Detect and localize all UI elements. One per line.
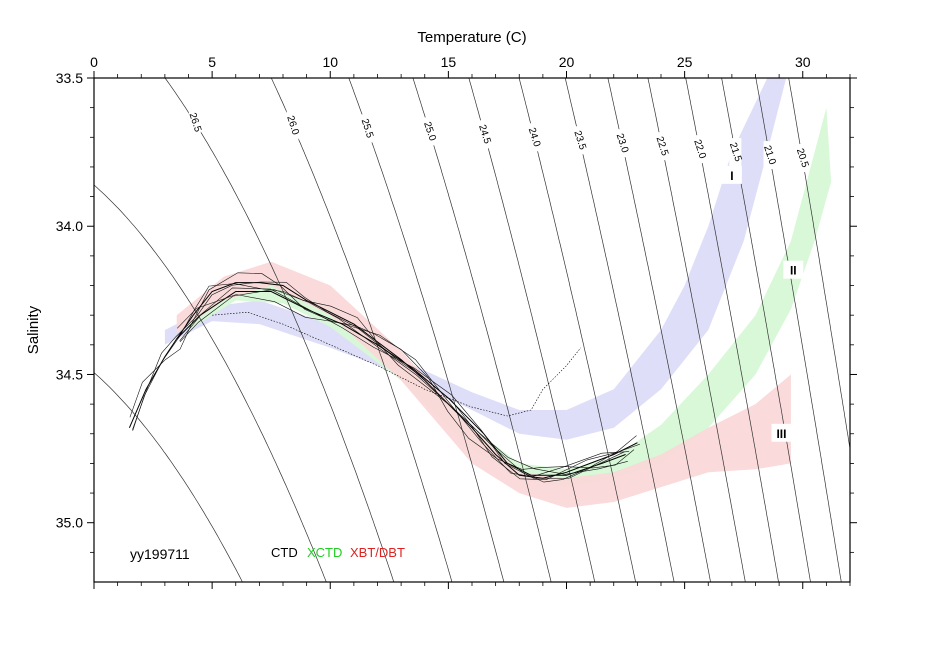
region-label-II: II (790, 264, 797, 278)
cruise-id: yy199711 (130, 546, 190, 562)
contour-25.5 (348, 78, 505, 582)
series-ctd-trace-0-2 (132, 283, 637, 483)
contour-labels: 26.5 26.0 25.5 25.0 24.5 24.0 23.5 23.0 22.5 22.0… (187, 108, 811, 173)
legend-ctd: CTD (271, 545, 298, 560)
envelope-I (164, 78, 787, 440)
x-tick-label-20: 20 (559, 54, 575, 70)
series-ctd-2 (212, 311, 581, 417)
contour-27.5 (94, 372, 243, 582)
contour-24.0 (518, 78, 636, 582)
contour-label-bg-20.5 (796, 144, 809, 173)
region-label-bg-II (783, 260, 804, 279)
contour-label-bg-21.5 (729, 138, 742, 167)
contour-24.5 (468, 78, 596, 582)
contour-label-bg-24.5 (478, 120, 491, 149)
contour-label-bg-25.0 (423, 117, 436, 146)
x-tick-label-30: 30 (795, 54, 811, 70)
legend-xctd: XCTD (307, 545, 342, 560)
y-tick-label-34: 34.0 (56, 218, 83, 234)
data-series (128, 272, 640, 483)
series-ctd-1 (176, 291, 626, 476)
series-ctd-trace-1-1 (179, 287, 625, 479)
series-ctd-0 (128, 282, 638, 479)
legend: CTD XCTD XBT/DBT (271, 545, 405, 560)
series-ctd-trace-1-3 (176, 294, 630, 478)
region-label-bg-III (771, 423, 792, 442)
contour-label-bg-25.5 (361, 114, 374, 143)
y-tick-label-35: 35.0 (56, 515, 83, 531)
region-label-III: III (776, 427, 786, 441)
series-ctd-trace-0-3 (129, 272, 635, 470)
envelope-III (176, 261, 791, 508)
envelopes-layer (164, 78, 832, 508)
contour-label-bg-24.0 (528, 123, 541, 152)
contour-label-bg-26.5 (188, 108, 201, 137)
x-tick-label-5: 5 (208, 54, 216, 70)
y-tick-label-33.5: 33.5 (56, 70, 83, 86)
y-axis-title: Salinity (25, 305, 42, 354)
x-axis-title: Temperature (C) (417, 29, 526, 46)
contour-25.0 (412, 78, 552, 582)
contour-label-bg-22.0 (693, 135, 706, 164)
axes: 0 5 10 15 20 25 30 33.5 34.0 34.5 35.0 (56, 54, 857, 589)
contour-27.0 (94, 184, 327, 582)
x-tick-label-25: 25 (677, 54, 693, 70)
region-label-I: I (730, 169, 733, 183)
x-tick-label-0: 0 (90, 54, 98, 70)
contour-label-bg-21.0 (763, 141, 776, 170)
contour-label-bg-23.5 (573, 126, 586, 155)
x-tick-label-10: 10 (322, 54, 338, 70)
x-tick-label-15: 15 (441, 54, 457, 70)
legend-xbt-dbt: XBT/DBT (350, 545, 405, 560)
region-label-bg-I (721, 165, 742, 184)
contour-label-bg-26.0 (286, 111, 299, 140)
y-tick-label-34.5: 34.5 (56, 366, 83, 382)
contour-label-bg-22.5 (655, 132, 668, 161)
series-ctd-trace-1-2 (179, 289, 628, 475)
contour-26.0 (270, 78, 453, 582)
contour-label-bg-23.0 (616, 129, 629, 158)
contour-26.5 (164, 78, 395, 582)
